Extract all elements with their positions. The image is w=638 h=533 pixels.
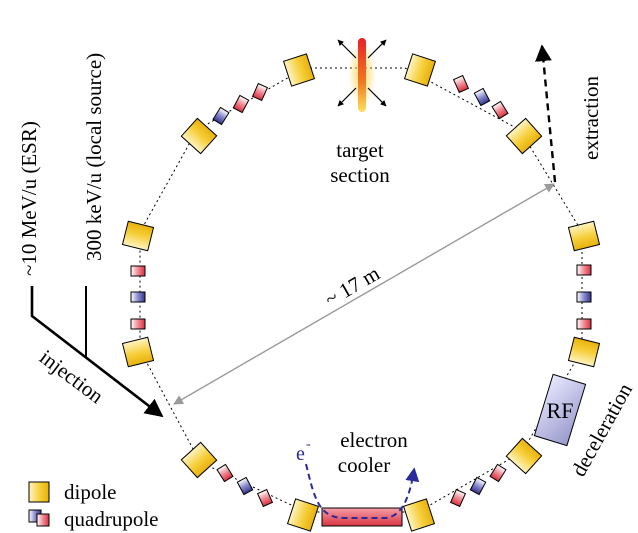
dipole-right-lower bbox=[567, 336, 601, 368]
electron-symbol: e bbox=[296, 443, 305, 465]
dipole-top-left bbox=[282, 53, 316, 87]
quadrupole bbox=[473, 87, 491, 107]
target-label: target bbox=[336, 138, 384, 162]
quadrupole bbox=[130, 291, 146, 303]
legend-dipole-icon bbox=[28, 481, 50, 503]
quadrupole bbox=[216, 463, 234, 483]
quadrupole bbox=[130, 265, 146, 277]
injection-label: injection bbox=[35, 345, 109, 409]
electron-charge: - bbox=[306, 437, 311, 452]
diameter-arrow bbox=[173, 183, 555, 405]
dipole-left-upper bbox=[121, 220, 155, 252]
section-label: section bbox=[330, 163, 390, 187]
extraction-arrow bbox=[535, 44, 557, 183]
quadrupole bbox=[449, 488, 467, 508]
quadrupole bbox=[236, 476, 254, 496]
dipole-upper-right bbox=[505, 117, 543, 155]
dipole-lower-right bbox=[505, 437, 543, 475]
diameter-label: ~ 17 m bbox=[321, 261, 384, 311]
quadrupole bbox=[576, 264, 592, 276]
quadrupole bbox=[232, 94, 250, 114]
quadrupole bbox=[452, 74, 470, 94]
quadrupole bbox=[212, 106, 230, 126]
quadrupole bbox=[251, 82, 269, 102]
quadrupole bbox=[489, 463, 507, 483]
dipole-lower-left bbox=[180, 441, 218, 479]
dipole-upper-left bbox=[180, 117, 218, 155]
quadrupole-magnets bbox=[130, 74, 592, 508]
dipole-bottom-right bbox=[402, 498, 436, 532]
quadrupole bbox=[576, 318, 592, 330]
legend-quadrupole-label: quadrupole bbox=[64, 507, 158, 531]
target-icon bbox=[337, 38, 387, 112]
electron-label: electron bbox=[340, 428, 408, 452]
electron-beam-path bbox=[305, 463, 420, 519]
dipole-left-lower bbox=[121, 336, 155, 368]
rf-label: RF bbox=[547, 398, 574, 423]
dipole-top-right bbox=[403, 53, 437, 87]
dipole-magnets bbox=[121, 53, 601, 532]
injection-arrow bbox=[30, 286, 164, 418]
quadrupole bbox=[469, 476, 487, 496]
esr-energy-label: ~10 MeV/u (ESR) bbox=[17, 121, 41, 276]
quadrupole bbox=[130, 318, 146, 330]
quadrupole bbox=[491, 100, 509, 120]
legend-quadrupole-icon-red bbox=[36, 513, 50, 527]
legend-dipole-label: dipole bbox=[64, 480, 117, 504]
local-source-energy-label: 300 keV/u (local source) bbox=[82, 53, 106, 261]
cooler-label: cooler bbox=[338, 453, 390, 477]
dipole-right-upper bbox=[567, 220, 601, 252]
quadrupole bbox=[256, 488, 274, 508]
dipole-bottom-left bbox=[286, 498, 320, 532]
legend: dipole quadrupole bbox=[28, 480, 158, 531]
extraction-label: extraction bbox=[579, 76, 603, 160]
rf-cavity: RF bbox=[533, 373, 587, 447]
quadrupole bbox=[576, 291, 592, 303]
